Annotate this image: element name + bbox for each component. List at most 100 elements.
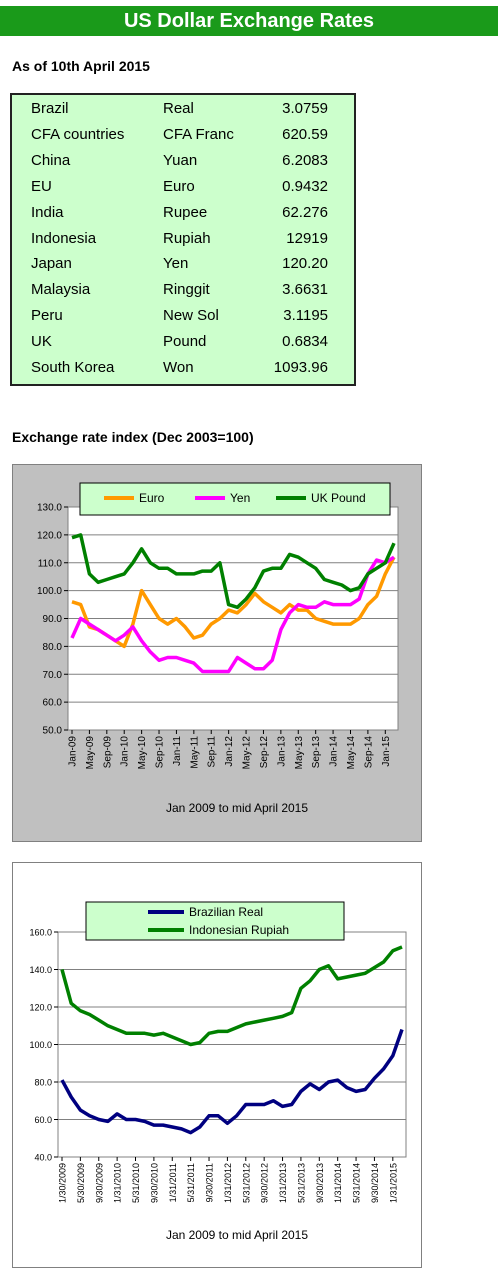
x-tick-label: Sep-14 bbox=[363, 736, 374, 769]
y-tick-label: 100.0 bbox=[37, 586, 62, 597]
x-tick-label: 9/30/2013 bbox=[315, 1163, 325, 1203]
country: Malaysia bbox=[31, 281, 91, 299]
currency: Yen bbox=[163, 255, 189, 273]
x-tick-label: 5/31/2014 bbox=[352, 1163, 362, 1203]
x-tick-label: 9/30/2010 bbox=[149, 1163, 159, 1203]
x-tick-label: 9/30/2011 bbox=[205, 1163, 215, 1202]
currency: Rupee bbox=[163, 203, 208, 221]
y-tick-label: 120.0 bbox=[37, 530, 62, 541]
x-tick-label: 5/31/2010 bbox=[131, 1163, 141, 1203]
y-tick-label: 110.0 bbox=[38, 558, 63, 569]
x-tick-label: Jan-12 bbox=[224, 736, 235, 767]
series-line bbox=[60, 1028, 404, 1135]
y-tick-label: 60.0 bbox=[43, 698, 63, 709]
y-tick-label: 100.0 bbox=[29, 1040, 52, 1050]
x-tick-label: May-10 bbox=[137, 736, 148, 770]
rate: 3.0759 bbox=[282, 100, 328, 117]
y-tick-label: 120.0 bbox=[29, 1003, 52, 1013]
legend-label: Brazilian Real bbox=[189, 905, 263, 919]
y-tick-label: 80.0 bbox=[34, 1078, 52, 1088]
table-row: China Yuan 6.2083 bbox=[12, 148, 354, 174]
x-tick-label: 9/30/2012 bbox=[260, 1163, 270, 1203]
x-tick-label: Sep-10 bbox=[155, 736, 166, 769]
x-tick-label: 1/31/2013 bbox=[278, 1163, 288, 1203]
currency: Ringgit bbox=[163, 281, 210, 299]
table-row: Japan Yen 120.20 bbox=[12, 251, 354, 277]
y-tick-label: 60.0 bbox=[34, 1115, 52, 1125]
as-of-date: As of 10th April 2015 bbox=[12, 58, 150, 74]
series-line bbox=[71, 556, 396, 649]
rate: 3.6631 bbox=[282, 281, 328, 299]
rate: 62.276 bbox=[282, 203, 328, 221]
legend-label: UK Pound bbox=[311, 491, 366, 505]
currency: New Sol bbox=[163, 307, 219, 325]
x-tick-label: Jan-13 bbox=[276, 736, 287, 767]
x-tick-label: Sep-09 bbox=[102, 736, 113, 769]
x-axis-caption: Jan 2009 to mid April 2015 bbox=[166, 801, 308, 815]
country: EU bbox=[31, 177, 52, 195]
currency: Yuan bbox=[163, 151, 198, 169]
x-tick-label: 1/31/2011 bbox=[168, 1163, 178, 1202]
table-row: Indonesia Rupiah 12919 bbox=[12, 226, 354, 252]
country: Japan bbox=[31, 255, 72, 273]
x-tick-label: 1/31/2010 bbox=[113, 1163, 123, 1203]
section-title: Exchange rate index (Dec 2003=100) bbox=[12, 429, 254, 445]
x-tick-label: Jan-10 bbox=[120, 736, 131, 767]
legend-label: Euro bbox=[139, 491, 165, 505]
y-tick-label: 160.0 bbox=[29, 928, 52, 938]
country: CFA countries bbox=[31, 125, 125, 143]
currency: Euro bbox=[163, 177, 195, 195]
rate: 0.6834 bbox=[282, 333, 328, 351]
x-tick-label: 5/31/2012 bbox=[241, 1163, 251, 1203]
rates-table: Brazil Real 3.0759 CFA countries CFA Franc 62… bbox=[10, 93, 356, 386]
currency: Pound bbox=[163, 333, 207, 351]
x-tick-label: May-12 bbox=[242, 736, 253, 770]
x-tick-label: Jan-14 bbox=[329, 736, 340, 767]
country: Peru bbox=[31, 307, 63, 325]
country: Brazil bbox=[31, 100, 69, 117]
country: China bbox=[31, 151, 71, 169]
table-row: South Korea Won 1093.96 bbox=[12, 355, 354, 381]
table-row: India Rupee 62.276 bbox=[12, 200, 354, 226]
series-line bbox=[60, 945, 403, 1047]
currency: Rupiah bbox=[163, 229, 211, 247]
rate: 3.1195 bbox=[283, 307, 328, 325]
rate: 6.2083 bbox=[282, 151, 328, 169]
x-tick-label: 5/30/2009 bbox=[76, 1163, 86, 1203]
country: India bbox=[31, 203, 64, 221]
y-tick-label: 40.0 bbox=[34, 1153, 52, 1163]
legend-label: Indonesian Rupiah bbox=[189, 923, 289, 937]
y-tick-label: 70.0 bbox=[43, 670, 63, 681]
table-row: CFA countries CFA Franc 620.59 bbox=[12, 122, 354, 148]
x-tick-label: May-14 bbox=[346, 736, 357, 770]
x-tick-label: Jan-15 bbox=[381, 736, 392, 767]
chart: 50.0 60.0 70.0 80.0 90.0 100.0 110.0 120.0 130.0… bbox=[12, 464, 422, 842]
y-tick-label: 90.0 bbox=[43, 614, 63, 625]
currency: Real bbox=[163, 100, 194, 117]
header-title: US Dollar Exchange Rates bbox=[0, 6, 498, 36]
table-row: Malaysia Ringgit 3.6631 bbox=[12, 277, 354, 303]
rate: 620.59 bbox=[282, 125, 328, 143]
series-line bbox=[70, 555, 395, 674]
x-tick-label: 1/31/2015 bbox=[388, 1163, 398, 1203]
rate: 12919 bbox=[286, 229, 328, 247]
x-tick-label: May-09 bbox=[85, 736, 96, 770]
country: UK bbox=[31, 333, 52, 351]
series-line bbox=[71, 533, 396, 610]
x-tick-label: Jan-09 bbox=[68, 736, 79, 767]
legend-box bbox=[85, 901, 345, 941]
y-tick-label: 140.0 bbox=[29, 965, 52, 975]
rate: 0.9432 bbox=[282, 177, 328, 195]
y-tick-label: 80.0 bbox=[43, 642, 63, 653]
table-row: Peru New Sol 3.1195 bbox=[12, 303, 354, 329]
x-tick-label: Sep-13 bbox=[311, 736, 322, 769]
rate: 120.20 bbox=[282, 255, 328, 273]
y-tick-label: 50.0 bbox=[43, 726, 63, 737]
x-axis-caption: Jan 2009 to mid April 2015 bbox=[166, 1228, 308, 1242]
x-tick-label: 9/30/2009 bbox=[94, 1163, 104, 1203]
country: Indonesia bbox=[31, 229, 97, 247]
chart: 40.0 60.0 80.0 100.0 120.0 140.0 160.0 1/30/200… bbox=[12, 862, 422, 1268]
x-tick-label: Sep-11 bbox=[207, 736, 218, 768]
x-tick-label: 5/31/2011 bbox=[186, 1163, 196, 1202]
